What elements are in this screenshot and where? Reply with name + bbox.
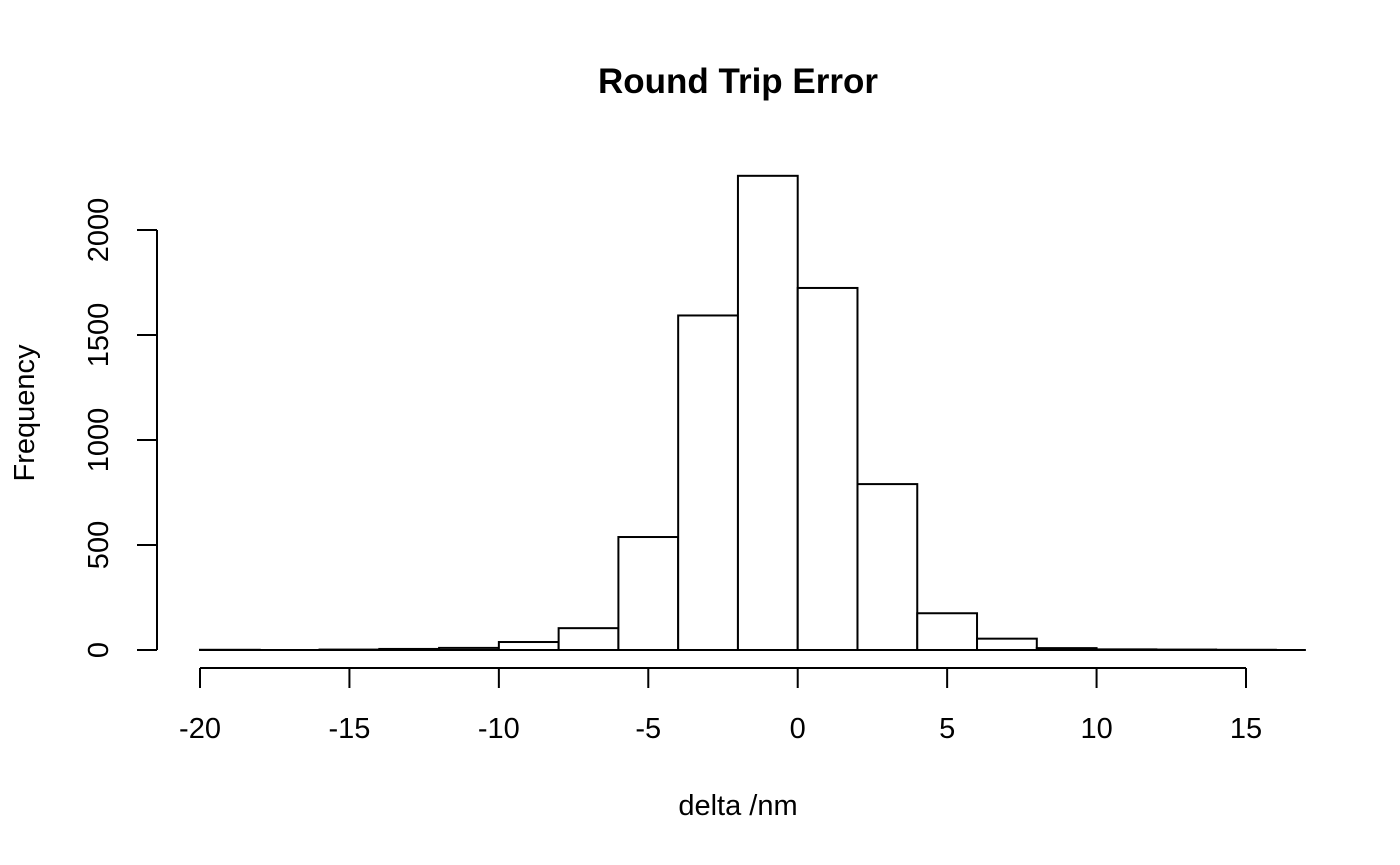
y-tick-label: 500 [83,521,115,569]
x-tick-label: -15 [328,713,370,745]
x-tick-label: -10 [478,713,520,745]
y-tick-label: 2000 [83,198,115,263]
x-tick-label: 0 [790,713,806,745]
x-axis: -20 -15 -10 -5 0 5 10 15 [179,667,1262,745]
histogram-bar [497,641,560,652]
x-tick-label: 10 [1080,713,1112,745]
histogram-bar [677,314,739,651]
x-tick-label: 5 [939,713,955,745]
histogram-bar [856,483,919,651]
y-tick-label: 0 [83,642,115,658]
histogram-bar [617,536,680,652]
histogram-bar [796,286,859,651]
histogram-bar [736,174,799,651]
y-axis: 0 500 1000 1500 2000 [83,198,158,658]
x-axis-label: delta /nm [678,790,797,822]
histogram-bar [557,627,620,651]
x-tick-label: -5 [635,713,661,745]
x-tick-label: -20 [179,713,221,745]
x-tick-label: 15 [1230,713,1262,745]
y-axis-label: Frequency [9,344,41,482]
y-tick-label: 1500 [83,303,115,368]
histogram-bars [199,174,1306,652]
histogram-bar [976,637,1038,651]
chart-title: Round Trip Error [598,62,878,101]
y-tick-label: 1000 [83,408,115,473]
histogram-bar [916,612,979,651]
